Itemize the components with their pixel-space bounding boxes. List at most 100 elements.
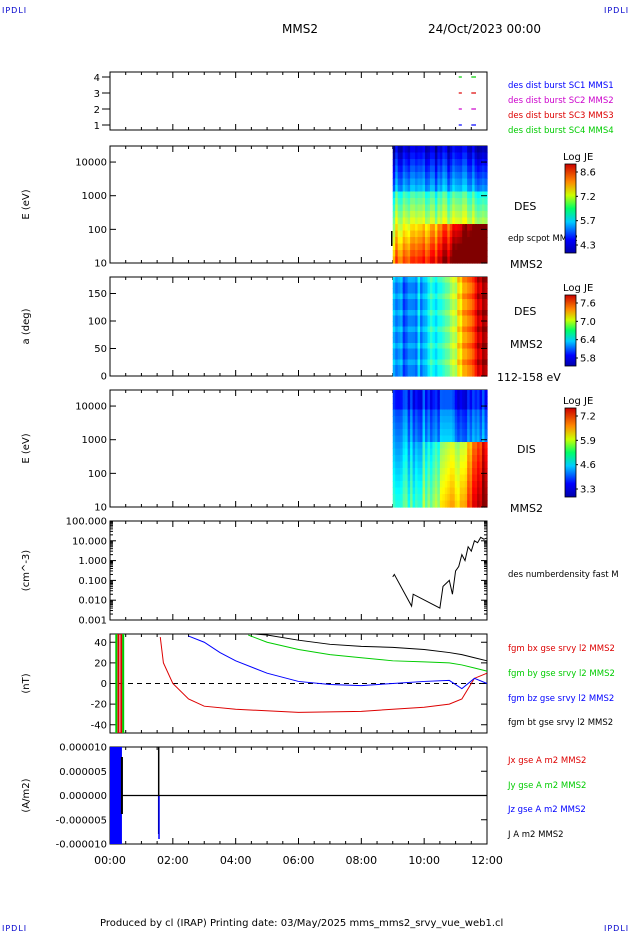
spectrogram-cell <box>420 455 424 463</box>
spectrogram-cell <box>457 337 461 344</box>
spectrogram-cell <box>395 237 399 245</box>
spectrogram-cell <box>432 474 436 482</box>
spectrogram-cell <box>457 429 461 437</box>
spectrogram-cell <box>447 359 451 366</box>
spectrogram-cell <box>402 487 406 495</box>
spectrogram-cell <box>410 494 414 502</box>
spectrogram-cell <box>420 461 424 469</box>
spectrogram-cell <box>429 185 434 193</box>
spectrogram-cell <box>410 224 414 232</box>
spectrogram-cell <box>449 359 453 366</box>
spectrogram-cell <box>395 332 399 339</box>
spectrogram-cell <box>434 390 438 398</box>
spectrogram-cell <box>400 277 404 284</box>
spectrogram-cell <box>442 315 446 322</box>
spectrogram-cell <box>412 343 416 350</box>
spectrogram-cell <box>462 293 466 300</box>
spectrogram-cell <box>447 348 451 355</box>
spectrogram-cell <box>457 152 461 160</box>
spectrogram-cell <box>437 474 441 482</box>
spectrogram-cell <box>410 500 414 508</box>
spectrogram-cell <box>422 474 426 482</box>
spectrogram-cell <box>454 468 458 476</box>
spectrogram-cell <box>397 500 401 508</box>
spectrogram-cell <box>457 211 461 219</box>
spectrogram-cell <box>395 390 399 398</box>
spectrogram-cell <box>459 288 463 295</box>
spectrogram-cell <box>397 461 401 469</box>
spectrogram-cell <box>467 315 471 322</box>
spectrogram-cell <box>392 243 396 251</box>
spectrogram-cell <box>459 315 463 322</box>
spectrogram-cell <box>424 237 429 245</box>
spectrogram-cell <box>459 165 463 173</box>
spectrogram-cell <box>422 288 426 295</box>
spectrogram-cell <box>477 172 481 180</box>
spectrogram-cell <box>454 198 458 206</box>
spectrogram-cell <box>477 435 481 443</box>
spectrogram-cell <box>469 165 473 173</box>
spectrogram-cell <box>400 172 404 180</box>
spectrogram-cell <box>422 461 426 469</box>
spectrogram-cell <box>434 416 438 424</box>
spectrogram-cell <box>432 315 436 322</box>
spectrogram-cell <box>424 185 429 193</box>
spectrogram-cell <box>454 299 458 306</box>
spectrogram-cell <box>469 250 473 258</box>
spectrogram-cell <box>432 343 436 350</box>
spectrogram-cell <box>457 422 461 430</box>
spectrogram-cell <box>452 474 456 482</box>
spectrogram-cell <box>432 326 436 333</box>
spectrogram-cell <box>484 224 488 232</box>
spectrogram-cell <box>420 310 424 317</box>
spectrogram-cell <box>434 370 438 377</box>
spectrogram-cell <box>452 494 456 502</box>
spectrogram-cell <box>449 370 453 377</box>
spectrogram-cell <box>432 409 436 417</box>
y-tick-label: 100 <box>88 225 107 236</box>
spectrogram-cell <box>467 191 471 199</box>
spectrogram-cell <box>415 237 419 245</box>
spectrogram-cell <box>452 230 456 238</box>
spectrogram-cell <box>454 429 458 437</box>
spectrogram-cell <box>457 409 461 417</box>
instrument-label: DIS <box>517 443 536 456</box>
spectrogram-cell <box>437 172 441 180</box>
spectrogram-cell <box>424 500 429 508</box>
spectrogram-cell <box>429 211 434 219</box>
spectrogram-cell <box>452 293 456 300</box>
spectrogram-cell <box>407 455 411 463</box>
spectrogram-cell <box>412 494 416 502</box>
corner-mark-tl: IPDLI <box>2 6 28 15</box>
spectrogram-cell <box>474 354 478 361</box>
spectrogram-cell <box>452 442 456 450</box>
spectrogram-cell <box>397 217 401 225</box>
spectrogram-cell <box>400 468 404 476</box>
spectrogram-cell <box>467 442 471 450</box>
spectrogram-cell <box>454 348 458 355</box>
spectrogram-cell <box>415 448 419 456</box>
spectrogram-cell <box>432 468 436 476</box>
spectrogram-cell <box>437 500 441 508</box>
spectrogram-cell <box>432 455 436 463</box>
spectrogram-cell <box>469 326 473 333</box>
spectrogram-cell <box>444 474 448 482</box>
spectrogram-cell <box>434 204 438 212</box>
spectrogram-cell <box>439 146 443 154</box>
spectrogram-cell <box>424 416 429 424</box>
spectrogram-cell <box>417 359 421 366</box>
spectrogram-cell <box>469 403 473 411</box>
spectrogram-cell <box>467 481 471 489</box>
spectrogram-cell <box>442 146 446 154</box>
spectrogram-cell <box>405 185 409 193</box>
spectrogram-cell <box>427 337 431 344</box>
spectrogram-cell <box>432 230 436 238</box>
spectrogram-cell <box>442 474 446 482</box>
spectrogram-cell <box>427 487 431 495</box>
spectrogram-cell <box>415 390 419 398</box>
spectrogram-cell <box>484 370 488 377</box>
spectrogram-cell <box>439 359 443 366</box>
spectrogram-cell <box>412 282 416 289</box>
spectrogram-cell <box>439 416 443 424</box>
spectrogram-cell <box>449 348 453 355</box>
